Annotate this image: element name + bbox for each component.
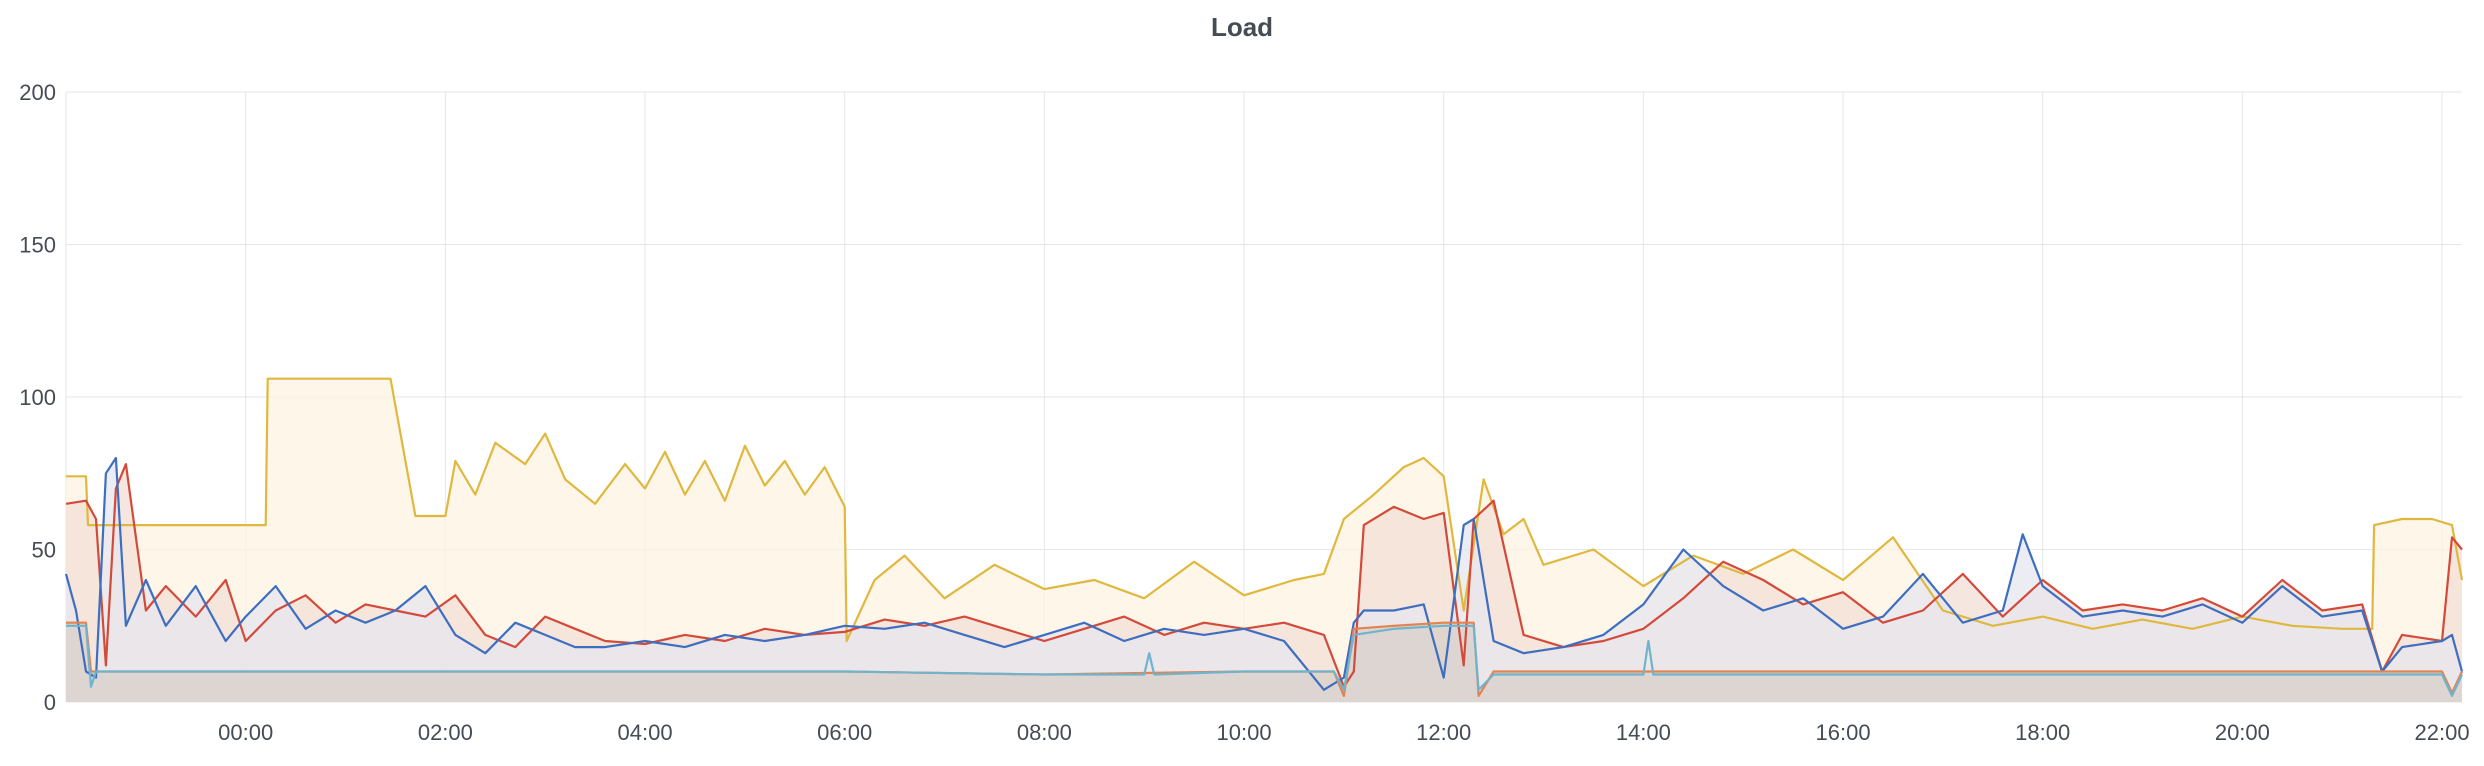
- series-line-4: [66, 624, 2463, 697]
- y-axis: 0 50 100 150 200: [19, 80, 56, 715]
- x-tick-label: 06:00: [817, 720, 872, 745]
- series-lines: [64, 377, 2464, 697]
- x-tick-label: 08:00: [1017, 720, 1072, 745]
- x-tick-label: 16:00: [1816, 720, 1871, 745]
- x-tick-label: 20:00: [2215, 720, 2270, 745]
- x-tick-label: 02:00: [418, 720, 473, 745]
- y-tick-label: 50: [32, 538, 56, 563]
- x-tick-label: 04:00: [618, 720, 673, 745]
- x-tick-label: 22:00: [2415, 720, 2470, 745]
- x-axis: 00:00 02:00 04:00 06:00 08:00 10:00 12:00 14:00…: [218, 720, 2469, 745]
- y-tick-label: 100: [19, 385, 56, 410]
- series-area-2: [66, 458, 2462, 702]
- x-tick-label: 14:00: [1616, 720, 1671, 745]
- y-tick-label: 0: [44, 690, 56, 715]
- series-line-0: [66, 377, 2464, 643]
- series-line-2: [64, 456, 2464, 691]
- y-tick-label: 150: [19, 233, 56, 258]
- chart-title: Load: [1210, 12, 1274, 42]
- x-tick-label: 10:00: [1217, 720, 1272, 745]
- y-tick-label: 200: [19, 80, 56, 105]
- series-area-3: [66, 622, 2462, 702]
- series-areas: [66, 378, 2462, 702]
- x-tick-label: 00:00: [218, 720, 273, 745]
- x-tick-label: 18:00: [2015, 720, 2070, 745]
- x-tick-label: 12:00: [1416, 720, 1471, 745]
